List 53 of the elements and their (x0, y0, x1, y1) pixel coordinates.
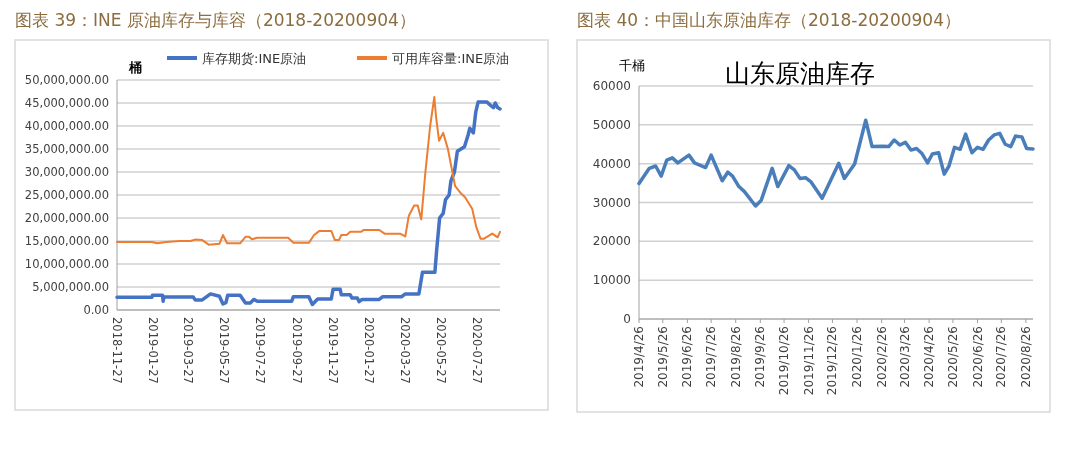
x-tick-label: 2020/6/26 (970, 326, 985, 388)
x-tick-label: 2020/3/26 (897, 326, 912, 388)
legend-label: 库存期货:INE原油 (202, 51, 307, 66)
x-tick-label: 2020/2/26 (874, 326, 889, 388)
x-tick-label: 2019-11-27 (326, 317, 341, 384)
x-tick-label: 2019/5/26 (655, 326, 670, 388)
y-tick-label: 0 (623, 312, 631, 326)
x-tick-label: 2019-03-27 (181, 317, 196, 384)
x-tick-label: 2020/5/26 (945, 326, 960, 388)
y-tick-label: 35,000,000.00 (24, 142, 109, 156)
y-tick-label: 50,000,000.00 (24, 73, 109, 87)
ylabel: 桶 (129, 60, 142, 75)
y-tick-label: 40000 (592, 156, 631, 171)
y-tick-label: 30,000,000.00 (24, 165, 109, 179)
title: 图表 40：中国山东原油库存（2018-20200904） (577, 10, 961, 30)
x-tick-label: 2020-05-27 (433, 317, 448, 384)
x-tick-label: 2019/4/26 (632, 326, 646, 388)
x-tick-label: 2019/10/26 (777, 326, 792, 396)
y-tick-label: 50000 (592, 117, 631, 132)
x-tick-label: 2019/6/26 (680, 326, 695, 388)
y-tick-label: 10000 (592, 273, 631, 288)
title: 图表 39：INE 原油库存与库容（2018-20200904） (15, 10, 416, 30)
x-tick-label: 2019-05-27 (217, 317, 232, 384)
x-tick-label: 2020/1/26 (850, 326, 865, 388)
y-tick-label: 15,000,000.00 (24, 234, 109, 248)
y-tick-label: 5,000,000.00 (32, 280, 109, 294)
x-tick-label: 2020/7/26 (994, 326, 1009, 388)
x-tick-label: 2019/9/26 (753, 326, 768, 388)
x-tick-label: 2020-01-27 (362, 317, 377, 384)
x-tick-label: 2019-01-27 (146, 317, 161, 384)
x-tick-label: 2020-07-27 (469, 317, 484, 384)
y-tick-label: 60000 (592, 79, 631, 93)
y-tick-label: 20,000,000.00 (24, 211, 109, 225)
x-tick-label: 2019/8/26 (728, 326, 743, 388)
x-tick-label: 2019/7/26 (704, 326, 719, 388)
x-tick-label: 2020-03-27 (397, 317, 412, 384)
x-tick-label: 2018-11-27 (110, 317, 124, 384)
y-tick-label: 30000 (592, 195, 631, 210)
x-tick-label: 2019-07-27 (253, 317, 268, 384)
x-tick-label: 2020/4/26 (922, 326, 937, 388)
y-tick-label: 10,000,000.00 (24, 257, 109, 271)
x-tick-label: 2020/8/26 (1018, 326, 1033, 388)
y-tick-label: 40,000,000.00 (24, 119, 109, 133)
y-tick-label: 20000 (592, 234, 631, 249)
x-tick-label: 2019-09-27 (289, 317, 304, 384)
ylabel: 千桶 (619, 58, 645, 73)
subtitle: 山东原油库存 (725, 59, 875, 88)
legend-label: 可用库容量:INE原油 (392, 51, 510, 66)
y-tick-label: 45,000,000.00 (24, 96, 109, 110)
y-tick-label: 0.00 (83, 303, 109, 317)
x-tick-label: 2019/11/26 (801, 326, 816, 396)
x-tick-label: 2019/12/26 (825, 326, 840, 396)
y-tick-label: 25,000,000.00 (24, 188, 109, 202)
